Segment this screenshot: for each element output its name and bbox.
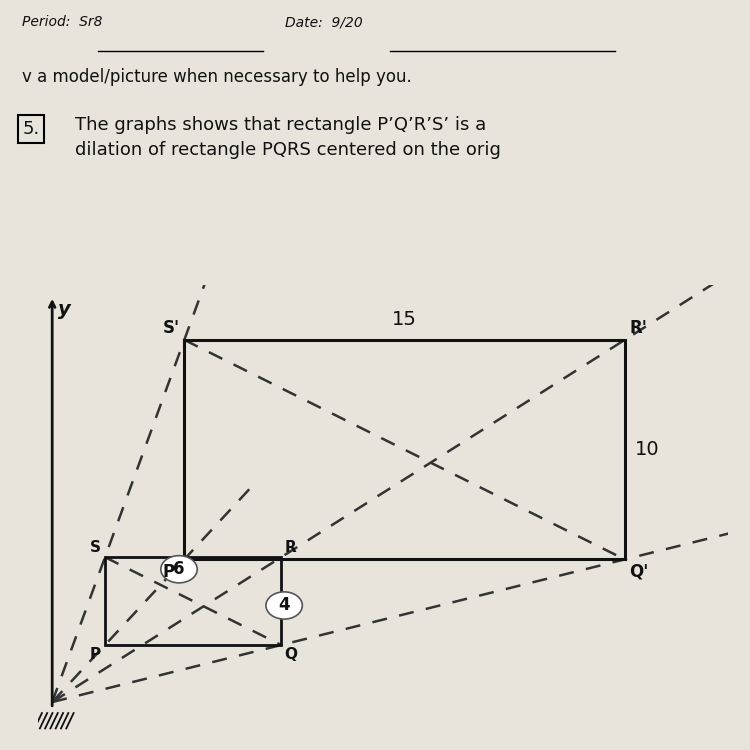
Text: y: y [58,300,70,320]
Text: 10: 10 [635,440,660,459]
Text: 5.: 5. [22,120,40,138]
Text: S: S [90,540,101,555]
Text: Period:  Sr8: Period: Sr8 [22,15,103,29]
Text: Q: Q [284,647,297,662]
Text: R': R' [629,319,647,337]
Text: P: P [89,647,101,662]
Text: 6: 6 [173,560,184,578]
Text: S': S' [163,319,180,337]
Text: v a model/picture when necessary to help you.: v a model/picture when necessary to help… [22,68,412,86]
Bar [184,340,625,560]
Text: R: R [284,540,296,555]
Text: 4: 4 [278,596,290,614]
Text: Date:  9/20: Date: 9/20 [285,15,363,29]
Text: Q': Q' [629,562,649,580]
Bar [105,557,281,645]
Circle shape [160,556,197,583]
Text: P': P' [163,562,180,580]
Text: 15: 15 [392,310,417,329]
Text: The graphs shows that rectangle P’Q’R’S’ is a
dilation of rectangle PQRS centere: The graphs shows that rectangle P’Q’R’S’… [75,116,501,159]
Circle shape [266,592,302,619]
